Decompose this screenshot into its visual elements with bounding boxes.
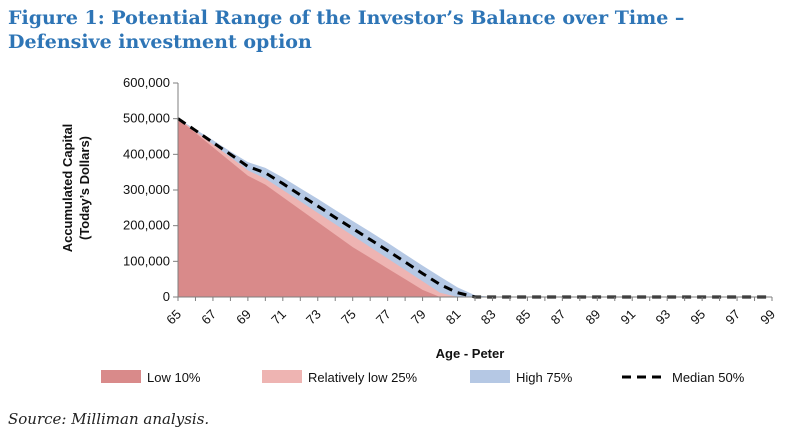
area-low10 (178, 118, 772, 298)
legend-label-low10: Low 10% (147, 370, 201, 385)
x-tick-label: 87 (548, 307, 569, 328)
x-tick-label: 93 (652, 307, 673, 328)
legend-swatch-low10 (101, 370, 141, 383)
legend-label-low25: Relatively low 25% (308, 370, 418, 385)
legend: Low 10% Relatively low 25% High 75% Median … (101, 370, 745, 385)
y-axis-title-line2: (Today’s Dollars) (77, 136, 92, 240)
y-tick-label: 200,000 (123, 218, 170, 233)
x-tick-label: 89 (583, 307, 604, 328)
axes-layer: 0 100,000 200,000 300,000 400,000 500,000 600,… (123, 75, 778, 327)
x-tick-label: 91 (618, 307, 639, 328)
x-tick-label: 73 (303, 307, 324, 328)
x-tick-label: 67 (198, 307, 219, 328)
legend-label-high75: High 75% (516, 370, 573, 385)
y-tick-label: 400,000 (123, 146, 170, 161)
x-tick-label: 99 (757, 307, 778, 328)
x-tick-label: 81 (443, 307, 464, 328)
legend-swatch-low25 (262, 370, 302, 383)
x-tick-label: 95 (687, 307, 708, 328)
x-tick-label: 77 (373, 307, 394, 328)
x-tick-label: 75 (338, 307, 359, 328)
source-note: Source: Milliman analysis. (8, 410, 210, 428)
area-layer (178, 118, 772, 298)
y-axis-title-line1: Accumulated Capital (60, 124, 75, 253)
y-tick-label: 300,000 (123, 182, 170, 197)
legend-label-median: Median 50% (672, 370, 745, 385)
x-tick-label: 79 (408, 307, 429, 328)
legend-swatch-high75 (470, 370, 510, 383)
x-tick-label: 71 (268, 307, 289, 328)
y-tick-label: 100,000 (123, 253, 170, 268)
x-tick-label: 85 (513, 307, 534, 328)
x-tick-label: 65 (163, 307, 184, 328)
x-tick-label: 97 (722, 307, 743, 328)
y-tick-label: 0 (163, 289, 170, 304)
y-tick-label: 500,000 (123, 111, 170, 126)
y-tick-label: 600,000 (123, 75, 170, 90)
x-tick-label: 83 (478, 307, 499, 328)
x-tick-label: 69 (233, 307, 254, 328)
chart-title: Figure 1: Potential Range of the Investo… (8, 7, 685, 53)
x-axis-title: Age - Peter (436, 346, 505, 361)
